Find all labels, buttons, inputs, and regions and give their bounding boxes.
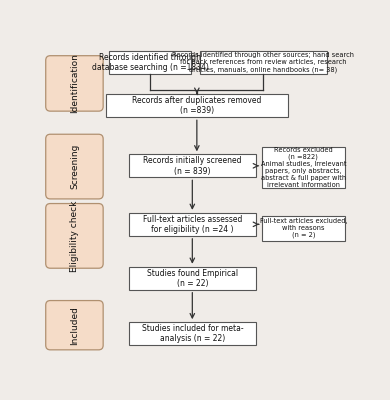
FancyBboxPatch shape <box>129 267 256 290</box>
FancyBboxPatch shape <box>46 56 103 111</box>
Text: Identification: Identification <box>70 54 79 113</box>
FancyBboxPatch shape <box>200 51 327 74</box>
FancyBboxPatch shape <box>129 322 256 345</box>
FancyBboxPatch shape <box>46 204 103 268</box>
FancyBboxPatch shape <box>46 300 103 350</box>
Text: Included: Included <box>70 306 79 345</box>
Text: Records identified through other sources; hand search
for back references from r: Records identified through other sources… <box>172 52 355 73</box>
Text: Screening: Screening <box>70 144 79 189</box>
Text: Records excluded
(n =822)
Animal studies, Irrelevant
papers, only abstracts,
abs: Records excluded (n =822) Animal studies… <box>261 146 346 188</box>
Text: Records identified through
database searching (n =1834): Records identified through database sear… <box>92 53 208 72</box>
Text: Records initially screened
(n = 839): Records initially screened (n = 839) <box>143 156 241 176</box>
Text: Eligibility check: Eligibility check <box>70 200 79 272</box>
FancyBboxPatch shape <box>129 154 256 177</box>
FancyBboxPatch shape <box>106 94 287 117</box>
FancyBboxPatch shape <box>262 216 345 240</box>
FancyBboxPatch shape <box>129 213 256 236</box>
FancyBboxPatch shape <box>262 146 345 188</box>
Text: Full-text articles assessed
for eligibility (n =24 ): Full-text articles assessed for eligibil… <box>143 215 242 234</box>
Text: Studies found Empirical
(n = 22): Studies found Empirical (n = 22) <box>147 268 238 288</box>
FancyBboxPatch shape <box>46 134 103 199</box>
FancyBboxPatch shape <box>109 51 191 74</box>
Text: Records after duplicates removed
(n =839): Records after duplicates removed (n =839… <box>132 96 262 116</box>
Text: Full-text articles excluded,
with reasons
(n = 2): Full-text articles excluded, with reason… <box>260 218 347 238</box>
Text: Studies included for meta-
analysis (n = 22): Studies included for meta- analysis (n =… <box>142 324 243 343</box>
